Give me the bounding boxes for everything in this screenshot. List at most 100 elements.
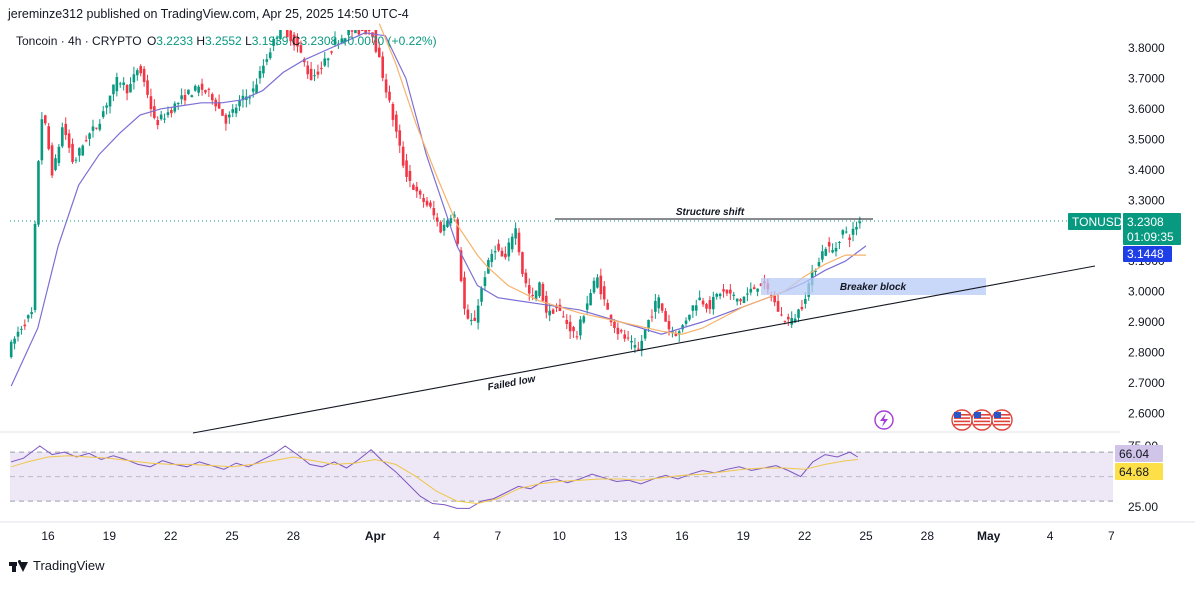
candle-body[interactable] (640, 340, 644, 351)
candle-body[interactable] (357, 30, 361, 35)
candle-body[interactable] (691, 305, 695, 311)
candle-body[interactable] (838, 242, 841, 244)
candle-body[interactable] (13, 338, 16, 344)
candle-body[interactable] (74, 159, 78, 161)
candle-body[interactable] (742, 296, 746, 304)
candle-body[interactable] (493, 251, 497, 253)
candle-body[interactable] (544, 295, 548, 313)
candle-body[interactable] (166, 112, 170, 116)
candle-body[interactable] (654, 300, 657, 312)
candle-body[interactable] (279, 30, 282, 39)
candle-body[interactable] (776, 301, 780, 312)
candle-body[interactable] (650, 316, 654, 318)
candle-body[interactable] (688, 314, 691, 320)
candle-body[interactable] (442, 224, 446, 231)
candle-body[interactable] (26, 315, 30, 319)
candle-body[interactable] (626, 337, 630, 339)
candle-body[interactable] (793, 318, 797, 323)
candle-body[interactable] (517, 232, 521, 253)
candle-body[interactable] (722, 289, 725, 292)
candle-body[interactable] (480, 288, 483, 302)
candle-body[interactable] (306, 65, 310, 75)
candle-body[interactable] (739, 299, 742, 302)
candle-body[interactable] (67, 133, 71, 148)
candle-body[interactable] (855, 226, 858, 230)
candle-body[interactable] (412, 184, 415, 190)
candle-body[interactable] (579, 319, 582, 336)
candle-body[interactable] (108, 95, 112, 107)
candle-body[interactable] (786, 316, 790, 320)
candle-body[interactable] (596, 277, 599, 288)
candle-body[interactable] (81, 145, 85, 156)
candle-body[interactable] (37, 161, 40, 225)
candle-body[interactable] (500, 250, 504, 257)
candle-body[interactable] (251, 88, 255, 92)
candle-body[interactable] (377, 47, 381, 58)
candle-body[interactable] (684, 320, 688, 324)
candle-body[interactable] (272, 38, 275, 46)
candle-body[interactable] (316, 71, 320, 75)
candle-body[interactable] (510, 236, 514, 250)
candle-body[interactable] (715, 293, 719, 297)
candle-body[interactable] (57, 146, 61, 163)
candle-body[interactable] (463, 277, 466, 309)
candle-body[interactable] (231, 109, 235, 113)
candle-body[interactable] (623, 334, 626, 339)
candle-body[interactable] (589, 293, 592, 306)
candle-body[interactable] (47, 126, 50, 150)
candle-body[interactable] (374, 30, 378, 52)
candle-body[interactable] (258, 70, 262, 79)
candle-body[interactable] (848, 237, 851, 240)
candle-body[interactable] (800, 306, 804, 310)
candle-body[interactable] (452, 214, 456, 218)
candle-body[interactable] (429, 202, 432, 207)
candle-body[interactable] (142, 68, 146, 82)
candle-body[interactable] (524, 272, 528, 284)
candle-body[interactable] (541, 283, 545, 301)
candle-body[interactable] (292, 34, 296, 46)
candle-body[interactable] (354, 30, 357, 34)
candle-body[interactable] (156, 120, 160, 126)
candle-body[interactable] (729, 289, 732, 294)
candle-body[interactable] (616, 327, 620, 335)
candle-body[interactable] (718, 293, 722, 297)
candle-body[interactable] (268, 52, 272, 59)
candle-body[interactable] (323, 58, 327, 66)
candle-body[interactable] (101, 111, 105, 118)
candle-body[interactable] (562, 316, 565, 318)
candle-body[interactable] (91, 126, 95, 131)
candle-body[interactable] (350, 30, 354, 32)
candle-body[interactable] (582, 316, 586, 323)
candle-body[interactable] (504, 253, 507, 258)
candle-body[interactable] (827, 242, 831, 247)
candle-body[interactable] (735, 298, 739, 302)
candle-body[interactable] (187, 89, 190, 95)
candle-body[interactable] (459, 250, 463, 281)
candle-body[interactable] (701, 300, 705, 305)
candle-body[interactable] (749, 288, 753, 293)
candle-body[interactable] (732, 294, 736, 296)
candle-body[interactable] (619, 330, 623, 332)
candle-body[interactable] (548, 310, 552, 316)
candle-body[interactable] (408, 170, 412, 181)
candle-body[interactable] (183, 94, 187, 101)
candle-body[interactable] (193, 85, 197, 91)
candle-body[interactable] (333, 38, 337, 45)
candle-body[interactable] (23, 324, 27, 327)
symbol-name[interactable]: Toncoin · 4h · CRYPTO (16, 34, 142, 48)
candle-body[interactable] (401, 146, 405, 166)
candle-body[interactable] (347, 30, 350, 36)
candle-body[interactable] (275, 37, 279, 39)
candle-body[interactable] (773, 295, 776, 303)
candle-body[interactable] (313, 75, 316, 77)
candle-body[interactable] (534, 290, 538, 300)
candle-body[interactable] (405, 160, 408, 177)
candle-body[interactable] (125, 84, 129, 94)
candle-body[interactable] (487, 260, 490, 274)
candle-body[interactable] (858, 221, 862, 224)
candle-body[interactable] (122, 82, 125, 85)
candle-body[interactable] (381, 56, 384, 78)
candle-body[interactable] (221, 109, 224, 116)
candle-body[interactable] (115, 77, 119, 92)
